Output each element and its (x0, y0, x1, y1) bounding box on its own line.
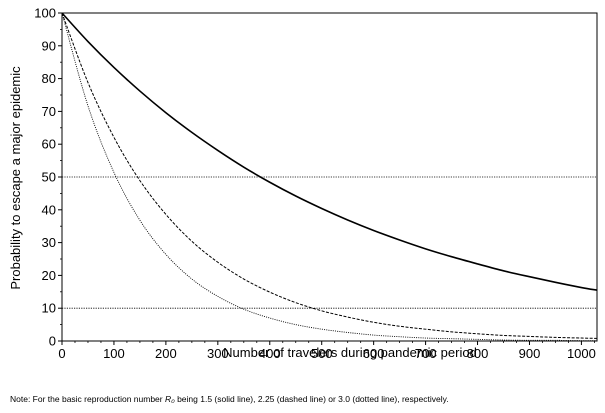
x-tick-label: 800 (467, 346, 489, 361)
y-tick-label: 10 (42, 301, 56, 316)
y-tick-label: 0 (49, 334, 56, 349)
y-tick-label: 90 (42, 38, 56, 53)
note-suffix: being 1.5 (solid line), 2.25 (dashed lin… (174, 394, 449, 404)
x-axis-label: Number of travelers during pandemic peri… (223, 345, 477, 360)
y-tick-label: 70 (42, 104, 56, 119)
x-tick-label: 300 (207, 346, 229, 361)
note-symbol: R₀ (164, 394, 175, 404)
chart-note: Note: For the basic reproduction number … (10, 394, 449, 404)
x-tick-label: 600 (363, 346, 385, 361)
y-tick-label: 30 (42, 235, 56, 250)
x-tick-label: 500 (311, 346, 333, 361)
y-tick-label: 50 (42, 170, 56, 185)
y-tick-label: 20 (42, 268, 56, 283)
reference-lines (62, 176, 597, 309)
note-prefix: Note: For the basic reproduction number (10, 394, 165, 404)
x-tick-label: 200 (155, 346, 177, 361)
y-tick-label: 100 (34, 6, 56, 21)
y-tick-label: 80 (42, 71, 56, 86)
line-chart: 0 10 20 30 40 50 60 70 80 90 100 0 100 200 300 400 500 6… (8, 6, 598, 361)
x-tick-label: 900 (519, 346, 541, 361)
series-line-dashed (61, 12, 598, 339)
x-tick-label: 700 (415, 346, 437, 361)
y-tick-label: 40 (42, 202, 56, 217)
x-axis-ticks: 0 100 200 300 400 500 600 700 800 900 1000 (58, 341, 596, 361)
series-line-dotted (61, 12, 598, 342)
x-tick-label: 400 (259, 346, 281, 361)
y-axis-ticks: 0 10 20 30 40 50 60 70 80 90 100 (34, 6, 62, 349)
x-tick-label: 0 (58, 346, 65, 361)
x-tick-label: 1000 (567, 346, 596, 361)
series-lines (61, 12, 598, 342)
y-tick-label: 60 (42, 137, 56, 152)
x-tick-label: 100 (103, 346, 125, 361)
y-axis-label: Probability to escape a major epidemic (8, 66, 23, 290)
series-line-solid (61, 12, 598, 291)
